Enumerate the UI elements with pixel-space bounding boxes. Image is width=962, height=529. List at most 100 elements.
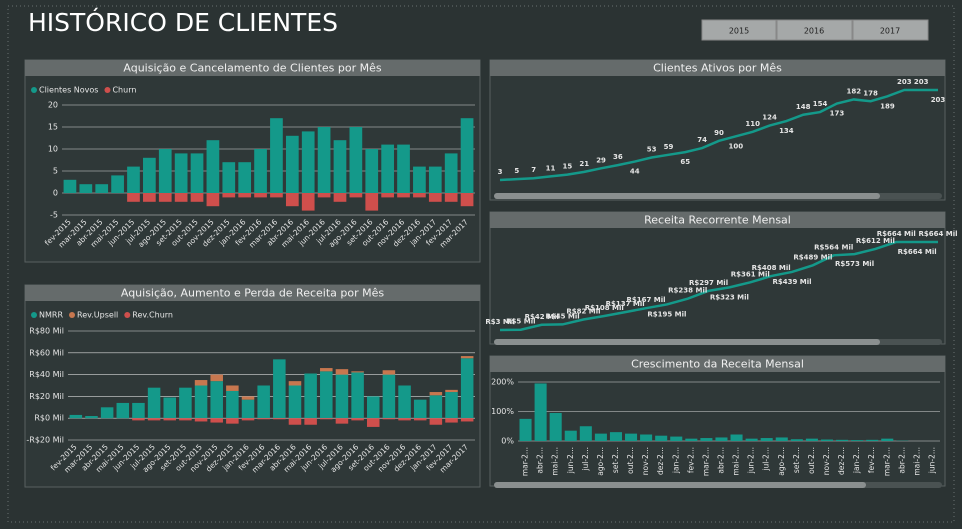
year-button[interactable] (776, 19, 853, 41)
bar (241, 399, 255, 419)
bar (127, 193, 140, 202)
data-label: R$42 Mil (525, 313, 559, 321)
year-label[interactable]: 2017 (880, 27, 900, 36)
bar (132, 418, 145, 421)
bar (179, 387, 192, 419)
data-label: R$439 Mil (772, 278, 811, 286)
x-tick-label: jun-2... (927, 447, 936, 474)
bar (534, 383, 547, 441)
bar (174, 153, 188, 193)
data-label: 59 (664, 143, 674, 151)
legend-swatch (124, 312, 131, 318)
x-tick-label: fev-2... (686, 447, 695, 473)
y-tick-label: R$60 Mil (29, 348, 64, 357)
frame (7, 5, 955, 523)
bar (143, 193, 156, 202)
bar (241, 396, 255, 400)
year-label[interactable]: 2015 (729, 27, 749, 36)
y-tick-label: R$40 Mil (29, 370, 64, 379)
bar (238, 162, 252, 193)
x-tick-label: nov-2... (641, 447, 650, 475)
year-buttons: 2015 2016 2017 (701, 19, 929, 41)
bar (63, 179, 77, 193)
page-title: HISTÓRICO DE CLIENTES (28, 7, 338, 37)
bar (226, 390, 239, 419)
y-tick-label: 5 (53, 167, 58, 176)
x-tick-label: jan-2... (671, 447, 680, 474)
data-label: 203 (897, 78, 912, 86)
bar (429, 392, 443, 396)
bar (351, 418, 364, 421)
panel-title-bar (490, 356, 945, 372)
bar (349, 127, 363, 193)
data-label: 203 (931, 96, 946, 104)
bar (288, 381, 302, 386)
panel-title-bar (25, 285, 480, 301)
bar (95, 184, 109, 193)
bar (320, 371, 333, 419)
x-tick-label: set-2... (611, 447, 620, 473)
y-tick-label: 15 (48, 123, 58, 132)
y-tick-label: R$80 Mil (29, 327, 64, 336)
bar (351, 371, 364, 373)
bar (382, 374, 396, 419)
data-label: 65 (680, 158, 690, 166)
bar (273, 359, 286, 419)
bar (366, 418, 380, 427)
bar (79, 184, 93, 193)
panel-title: Receita Recorrente Mensal (644, 214, 791, 227)
bar (317, 193, 331, 198)
bar (254, 149, 267, 193)
bar (257, 418, 270, 420)
bar (285, 135, 299, 193)
bar (444, 193, 458, 202)
bar (85, 416, 98, 419)
year-label[interactable]: 2016 (804, 27, 824, 36)
x-tick-label: jul-2... (762, 447, 771, 472)
bar (655, 435, 668, 441)
bar (715, 437, 728, 441)
legend-swatch (69, 312, 76, 318)
bar (226, 418, 239, 424)
bar (625, 433, 638, 441)
bar (365, 193, 379, 211)
legend-label: Rev.Upsell (77, 311, 118, 320)
x-tick-label: nov-2... (822, 447, 831, 475)
panel-title: Crescimento da Receita Mensal (631, 358, 804, 371)
data-label: 74 (697, 136, 707, 144)
bar (382, 370, 396, 375)
panel-title-bar (25, 60, 480, 76)
x-tick-label: mai-2... (732, 447, 741, 476)
legend-swatch (31, 312, 37, 318)
bar (179, 418, 192, 421)
data-label: R$238 Mil (668, 287, 707, 295)
scrollbar-thumb (494, 339, 880, 345)
y-tick-label: 0 (53, 189, 58, 198)
data-label: 189 (880, 102, 895, 110)
y-tick-label: 0% (501, 437, 514, 446)
year-button[interactable] (852, 19, 929, 41)
data-label: 11 (546, 164, 556, 172)
bar (349, 193, 363, 198)
bar (413, 418, 427, 421)
data-label: 178 (863, 89, 878, 97)
y-tick-label: 20 (48, 101, 58, 110)
x-tick-label: abr-2... (716, 447, 725, 474)
bar (881, 438, 894, 441)
bar (301, 131, 315, 193)
bar (210, 374, 223, 382)
bar (760, 438, 773, 441)
bar (775, 437, 788, 441)
bar (335, 418, 349, 424)
year-button[interactable] (701, 19, 777, 41)
bar (444, 153, 458, 193)
bar (194, 418, 208, 422)
x-tick-label: dez-2... (837, 447, 846, 475)
bar (143, 157, 156, 193)
bar (381, 144, 394, 193)
data-label: R$564 Mil (814, 243, 853, 251)
bar (397, 144, 410, 193)
panel-title: Clientes Ativos por Mês (653, 62, 782, 75)
bar (194, 380, 208, 386)
